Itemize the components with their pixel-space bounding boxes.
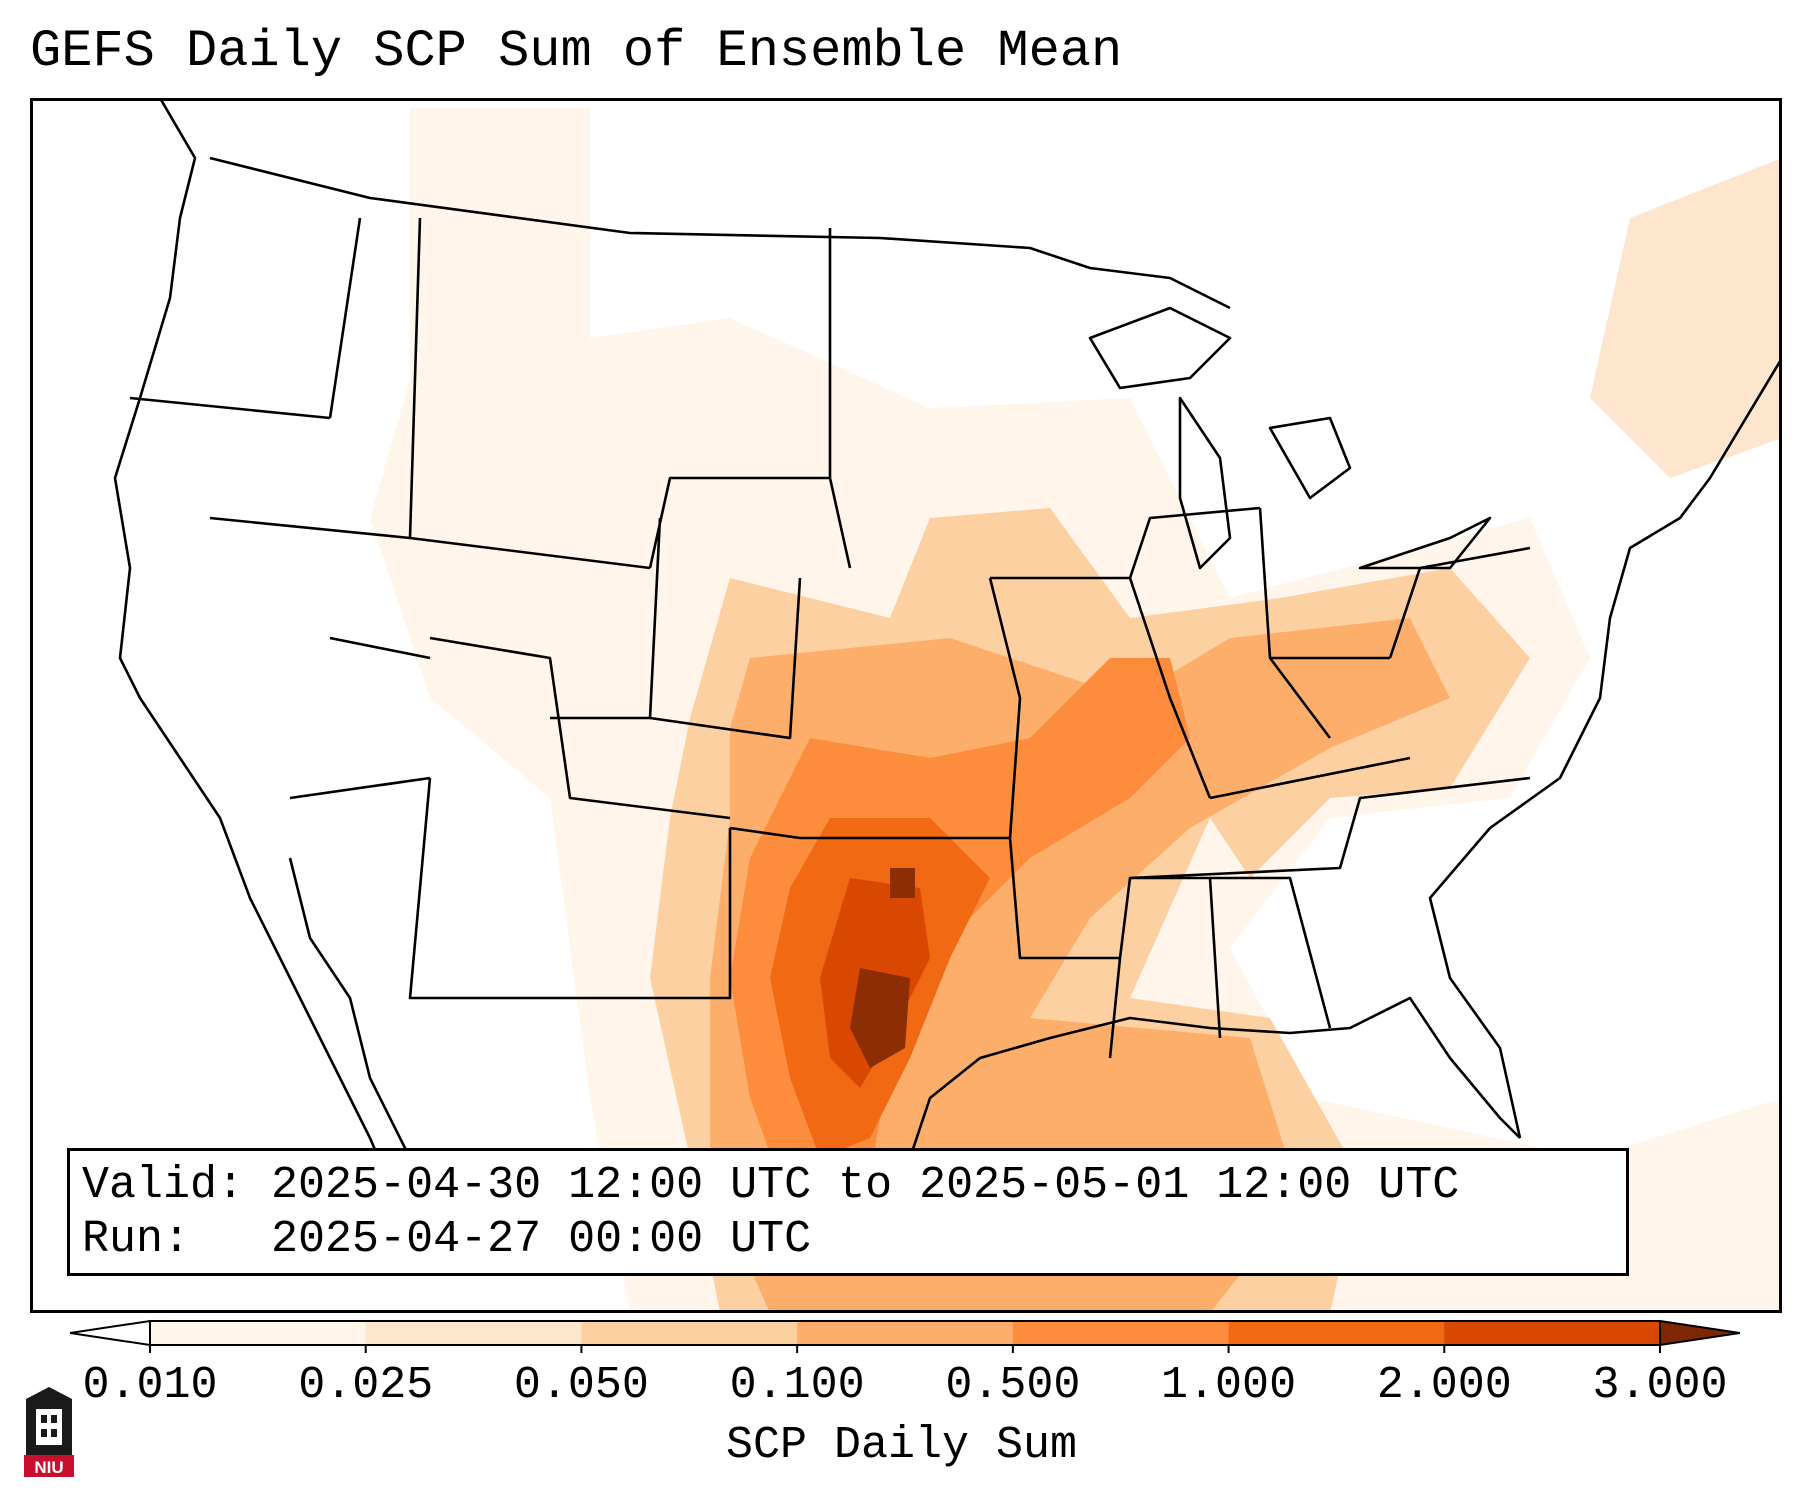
run-label: Run: (82, 1214, 191, 1265)
valid-row: Valid: 2025-04-30 12:00 UTC to 2025-05-0… (82, 1159, 1614, 1213)
colorbar-tick-label: 1.000 (1161, 1360, 1297, 1411)
logo-text: NIU (34, 1458, 63, 1477)
map-frame (30, 98, 1782, 1313)
colorbar-tick-label: 0.050 (513, 1360, 649, 1411)
baja-coastline (288, 857, 412, 1159)
colorbar-segment (1444, 1321, 1661, 1345)
colorbar-tick-label: 0.100 (729, 1360, 865, 1411)
map-outlines (113, 98, 1782, 1209)
colorbar-segment (365, 1321, 582, 1345)
colorbar-segment (1228, 1321, 1445, 1345)
colorbar-segment (1012, 1321, 1230, 1345)
valid-run-info-box: Valid: 2025-04-30 12:00 UTC to 2025-05-0… (67, 1148, 1629, 1276)
colorbar-outline (149, 1320, 1661, 1346)
canada-us-border (209, 156, 1231, 310)
colorbar-tick-label: 0.500 (945, 1360, 1081, 1411)
great-lakes (1088, 306, 1492, 570)
scp-level-7-area-north (890, 868, 915, 898)
niu-logo: NIU (24, 1387, 74, 1477)
colorbar-segment (581, 1321, 798, 1345)
west-coastline (113, 98, 402, 1209)
state-lines (129, 217, 1531, 1059)
run-row: Run: 2025-04-27 00:00 UTC (82, 1213, 1614, 1267)
colorbar-tick-label: 3.000 (1592, 1360, 1728, 1411)
valid-value: 2025-04-30 12:00 UTC to 2025-05-01 12:00… (271, 1160, 1460, 1211)
colorbar-over-arrow (1659, 1319, 1740, 1347)
colorbar-ticks (149, 1345, 1661, 1353)
run-value: 2025-04-27 00:00 UTC (271, 1214, 812, 1265)
atlantic-coastline (1428, 357, 1782, 1139)
scp-level-7-area (850, 968, 910, 1068)
colorbar-tick-label: 0.025 (298, 1360, 434, 1411)
scp-level-1-northeast (1590, 158, 1782, 478)
colorbar-under-arrow (70, 1319, 151, 1347)
colorbar-segments (150, 1321, 1661, 1345)
map-title: GEFS Daily SCP Sum of Ensemble Mean (30, 22, 1123, 81)
colorbar-segment (797, 1321, 1014, 1345)
map-panel (30, 98, 1782, 1313)
colorbar (70, 1319, 1740, 1353)
colorbar-segment (150, 1321, 367, 1345)
colorbar-label: SCP Daily Sum (725, 1420, 1078, 1471)
gulf-coastline (908, 996, 1521, 1159)
valid-label: Valid: (82, 1160, 245, 1211)
colorbar-tick-label: 0.010 (82, 1360, 218, 1411)
colorbar-tick-label: 2.000 (1376, 1360, 1512, 1411)
